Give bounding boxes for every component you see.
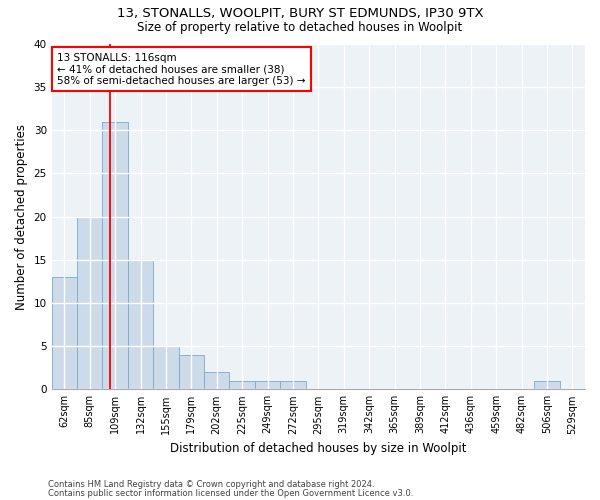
X-axis label: Distribution of detached houses by size in Woolpit: Distribution of detached houses by size … (170, 442, 467, 455)
Bar (255, 380, 280, 390)
Bar (229, 380, 255, 390)
Bar (128, 260, 153, 390)
Bar (52, 277, 77, 390)
Bar (103, 122, 128, 390)
Bar (204, 372, 229, 390)
Bar (179, 355, 204, 390)
Bar (153, 346, 179, 390)
Text: 13 STONALLS: 116sqm
← 41% of detached houses are smaller (38)
58% of semi-detach: 13 STONALLS: 116sqm ← 41% of detached ho… (57, 52, 305, 86)
Text: Contains HM Land Registry data © Crown copyright and database right 2024.: Contains HM Land Registry data © Crown c… (48, 480, 374, 489)
Y-axis label: Number of detached properties: Number of detached properties (15, 124, 28, 310)
Bar (534, 380, 560, 390)
Bar (77, 216, 103, 390)
Text: Contains public sector information licensed under the Open Government Licence v3: Contains public sector information licen… (48, 489, 413, 498)
Text: Size of property relative to detached houses in Woolpit: Size of property relative to detached ho… (137, 21, 463, 34)
Bar (280, 380, 305, 390)
Text: 13, STONALLS, WOOLPIT, BURY ST EDMUNDS, IP30 9TX: 13, STONALLS, WOOLPIT, BURY ST EDMUNDS, … (116, 8, 484, 20)
